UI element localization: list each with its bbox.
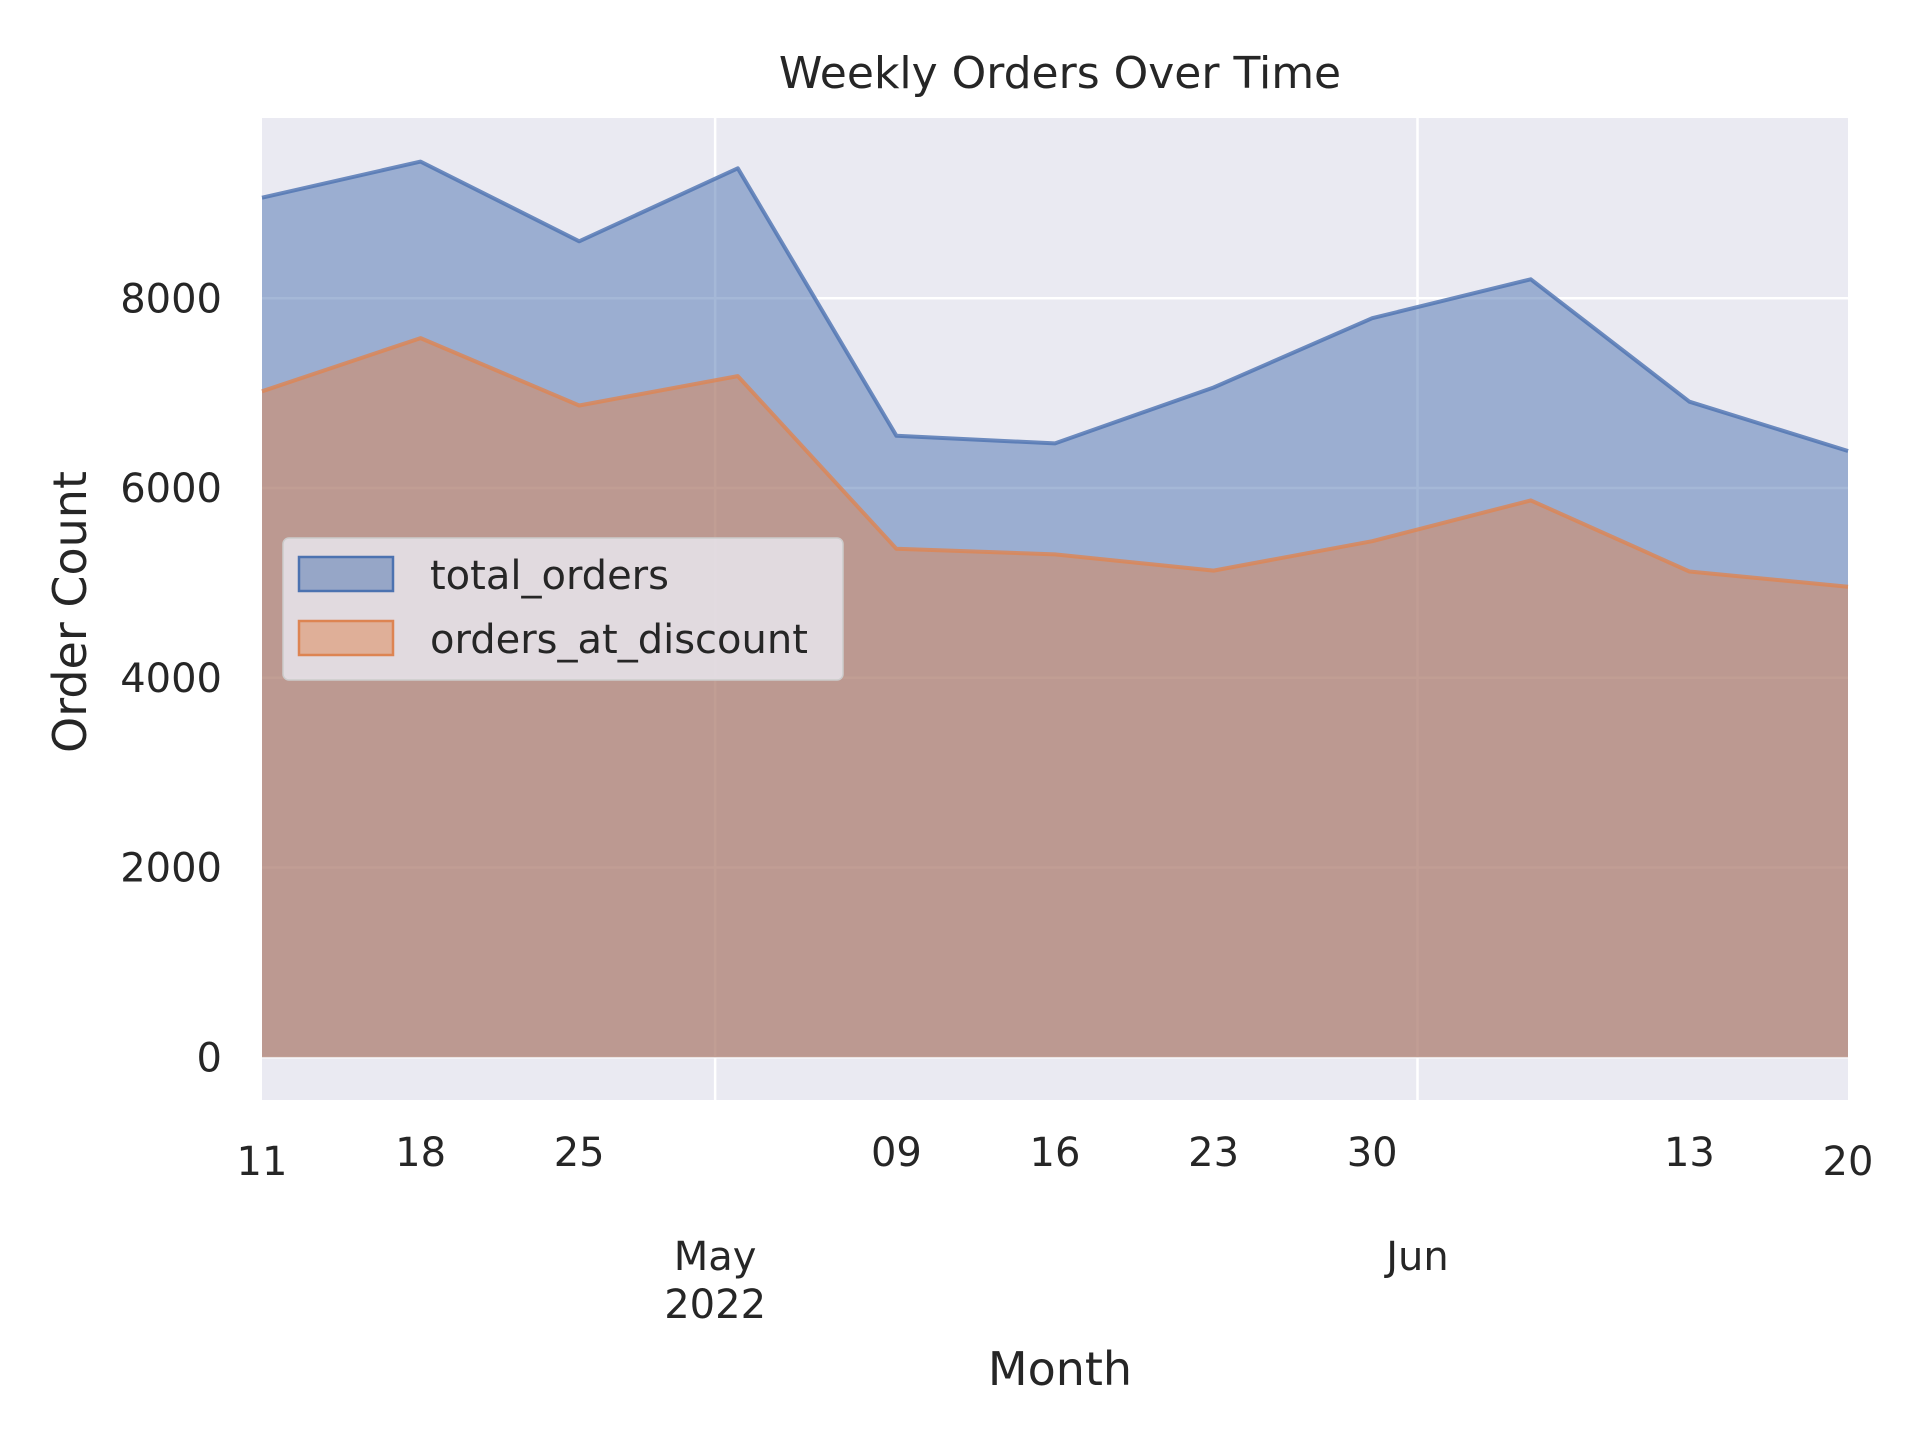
area-fill-orders-at-discount (262, 338, 1848, 1058)
x-tick-label: 20 (1823, 1139, 1874, 1185)
chart-title: Weekly Orders Over Time (779, 48, 1341, 99)
x-major-tick-label: Jun (1383, 1234, 1449, 1280)
y-tick-label: 8000 (120, 276, 222, 322)
y-axis-label: Order Count (43, 471, 97, 753)
legend-label-total-orders: total_orders (430, 553, 669, 599)
x-major-tick-sublabel: 2022 (664, 1282, 766, 1328)
legend-swatch-orders-at-discount (297, 619, 395, 657)
legend-label-orders-at-discount: orders_at_discount (430, 617, 808, 663)
x-tick-label: 09 (871, 1130, 922, 1176)
legend-swatch-total-orders (297, 555, 395, 593)
x-tick-label: 13 (1664, 1130, 1715, 1176)
x-tick-label: 11 (237, 1139, 288, 1185)
y-tick-label: 2000 (120, 846, 222, 892)
legend: total_orders orders_at_discount (282, 537, 844, 681)
y-tick-label: 4000 (120, 656, 222, 702)
y-tick-label: 6000 (120, 466, 222, 512)
y-axis-ticks: 0 2000 4000 6000 8000 (120, 276, 222, 1081)
area-series (261, 159, 1849, 1058)
x-tick-label: 16 (1030, 1130, 1081, 1176)
x-tick-label: 30 (1347, 1130, 1398, 1176)
x-axis-label: Month (988, 1342, 1132, 1396)
x-tick-label: 23 (1188, 1130, 1239, 1176)
legend-frame (282, 537, 844, 681)
area-line-orders-at-discount (261, 336, 1849, 589)
x-major-tick-label: May (674, 1234, 757, 1280)
y-tick-label: 0 (197, 1035, 222, 1081)
area-line-total-orders (261, 159, 1849, 453)
x-tick-label: 18 (395, 1130, 446, 1176)
x-tick-label: 25 (554, 1130, 605, 1176)
